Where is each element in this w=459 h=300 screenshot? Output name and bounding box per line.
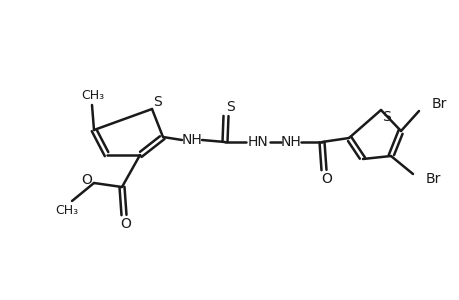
Text: Br: Br — [431, 97, 447, 111]
Text: S: S — [226, 100, 235, 114]
Text: O: O — [120, 217, 131, 231]
Text: CH₃: CH₃ — [81, 88, 104, 101]
Text: O: O — [81, 173, 92, 187]
Text: S: S — [382, 110, 391, 124]
Text: S: S — [153, 95, 162, 109]
Text: Br: Br — [425, 172, 441, 186]
Text: CH₃: CH₃ — [56, 203, 78, 217]
Text: O: O — [321, 172, 332, 186]
Text: HN: HN — [247, 135, 268, 149]
Text: NH: NH — [280, 135, 301, 149]
Text: NH: NH — [181, 133, 202, 147]
